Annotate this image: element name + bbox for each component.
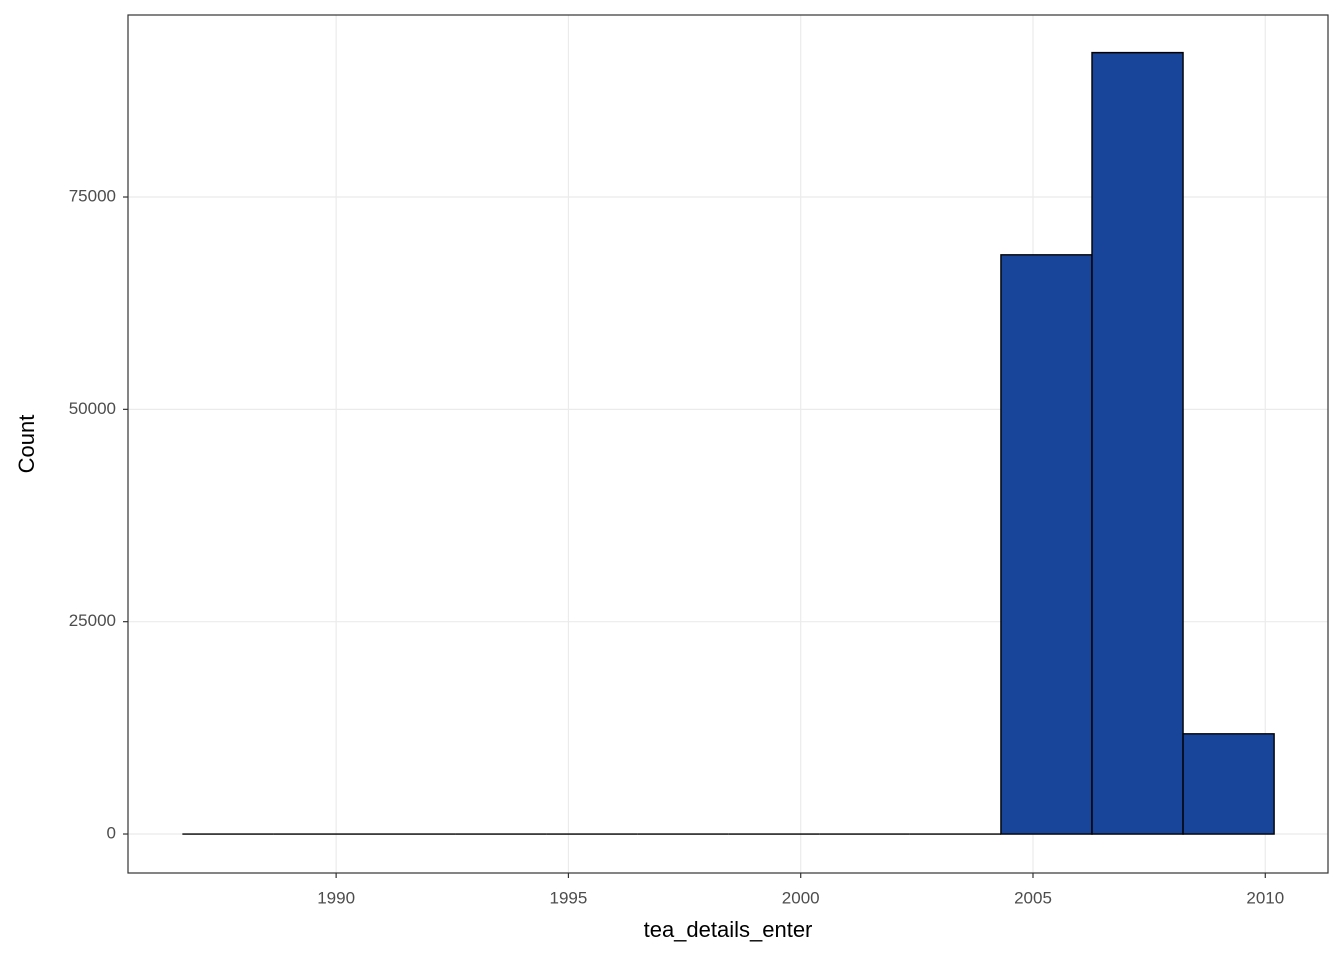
y-tick-label: 50000 bbox=[69, 399, 116, 418]
x-tick-label: 2000 bbox=[782, 888, 820, 907]
bar bbox=[1182, 733, 1275, 835]
x-axis-title: tea_details_enter bbox=[644, 917, 813, 942]
x-tick-label: 1990 bbox=[317, 888, 355, 907]
y-tick-label: 75000 bbox=[69, 186, 116, 205]
y-axis-title: Count bbox=[14, 415, 39, 474]
x-tick-label: 1995 bbox=[550, 888, 588, 907]
y-tick-label: 0 bbox=[107, 823, 116, 842]
bar bbox=[1000, 254, 1093, 835]
bar bbox=[1091, 51, 1184, 835]
x-tick-label: 2005 bbox=[1014, 888, 1052, 907]
panel-border bbox=[127, 14, 1329, 874]
y-tick-label: 25000 bbox=[69, 611, 116, 630]
x-tick-label: 2010 bbox=[1246, 888, 1284, 907]
